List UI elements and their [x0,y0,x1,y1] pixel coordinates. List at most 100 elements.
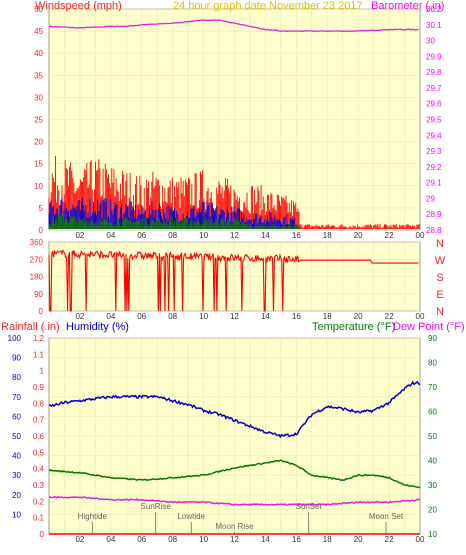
x-tick-label: 04 [106,535,115,544]
barometer-tick-label: 30.1 [426,21,442,30]
humidity-tick-label: 50 [12,432,21,441]
x-tick-label: 16 [292,535,301,544]
windspeed-tick-label: 35 [34,71,43,80]
direction-tick-label: 90 [34,290,43,299]
barometer-tick-label: 30 [426,37,435,46]
x-tick-label: 20 [354,535,363,544]
x-tick-label: 02 [75,312,84,321]
humidity-tick-label: 40 [12,452,21,461]
rain-tick-label: 1.1 [33,350,45,359]
x-tick-label: 00 [416,312,425,321]
x-tick-label: 12 [230,312,239,321]
humidity-tick-label: 20 [12,491,21,500]
temperature-tick-label: 90 [428,334,437,343]
windspeed-tick-label: 50 [34,5,43,14]
rain-tick-label: 1.2 [33,334,45,343]
x-tick-label: 10 [199,231,208,240]
windspeed-tick-label: 30 [34,93,43,102]
compass-label: N [436,306,444,318]
x-tick-label: 16 [292,312,301,321]
barometer-tick-label: 29.7 [426,84,442,93]
humidity-line [48,380,421,439]
temperature-tick-label: 40 [428,457,437,466]
annotation-label: SunSet [296,502,323,511]
rain-ylabel: Rainfall (.in) [1,321,60,333]
temperature-tick-label: 70 [428,383,437,392]
barometer-tick-label: 28.8 [426,226,442,235]
windspeed-tick-label: 5 [39,204,44,213]
barometer-tick-label: 28.9 [426,210,442,219]
windspeed-tick-label: 40 [34,49,43,58]
barometer-tick-label: 29.6 [426,100,442,109]
humidity-tick-label: 70 [12,393,21,402]
humidity-tick-label: 100 [8,334,22,343]
humidity-tick-label: 80 [12,373,21,382]
direction-tick-label: 360 [30,238,44,247]
x-tick-label: 10 [199,312,208,321]
windspeed-tick-label: 45 [34,27,43,36]
windspeed-tick-label: 15 [34,160,43,169]
x-tick-label: 06 [137,535,146,544]
barometer-tick-label: 29.1 [426,179,442,188]
x-tick-label: 08 [168,231,177,240]
temperature-tick-label: 80 [428,359,437,368]
rain-tick-label: 0.5 [33,448,45,457]
temperature-ylabel: Temperature (°F) [312,321,395,333]
windspeed-tick-label: 20 [34,138,43,147]
barometer-tick-label: 29.9 [426,52,442,61]
windspeed-tick-label: 25 [34,116,43,125]
annotation-label: Moon Set [369,512,404,521]
rain-tick-label: 1 [40,367,45,376]
x-tick-label: 18 [323,535,332,544]
x-tick-label: 20 [354,312,363,321]
barometer-tick-label: 30.2 [426,5,442,14]
annotation-label: Moon Rise [215,522,254,531]
humidity-tick-label: 90 [12,354,21,363]
x-tick-label: 14 [261,312,270,321]
annotation-label: Lowtide [177,512,205,521]
x-tick-label: 18 [323,231,332,240]
temperature-tick-label: 60 [428,408,437,417]
x-tick-label: 00 [416,231,425,240]
barometer-tick-label: 29.2 [426,163,442,172]
direction-tick-label: 0 [39,307,44,316]
x-tick-label: 08 [168,312,177,321]
barometer-tick-label: 29.8 [426,68,442,77]
windspeed-tick-label: 10 [34,182,43,191]
barometer-tick-label: 29.5 [426,116,442,125]
barometer-tick-label: 29.3 [426,147,442,156]
x-tick-label: 14 [261,535,270,544]
barometer-line [48,19,419,33]
wind-direction-line [48,248,419,312]
x-tick-label: 20 [354,231,363,240]
x-tick-label: 04 [106,231,115,240]
x-tick-label: 06 [137,312,146,321]
x-tick-label: 10 [199,535,208,544]
rain-tick-label: 0.7 [33,416,45,425]
x-tick-label: 00 [416,535,425,544]
temperature-tick-label: 30 [428,481,437,490]
x-tick-label: 08 [168,535,177,544]
rain-tick-label: 0.1 [33,514,45,523]
rain-tick-label: 0.9 [33,383,45,392]
grid-lines [49,8,420,534]
rain-tick-label: 0 [40,530,45,539]
x-tick-label: 22 [385,312,394,321]
humidity-tick-label: 10 [12,510,21,519]
compass-label: E [436,289,443,301]
x-tick-label: 02 [75,231,84,240]
x-tick-label: 04 [106,312,115,321]
x-tick-label: 22 [385,231,394,240]
windspeed-tick-label: 0 [39,226,44,235]
compass-label: N [436,238,444,250]
rain-tick-label: 0.6 [33,432,45,441]
x-tick-label: 18 [323,312,332,321]
temperature-tick-label: 50 [428,432,437,441]
rain-tick-label: 0.8 [33,399,45,408]
rain-tick-label: 0.4 [33,465,45,474]
wind-ylabel-right: Barometer (.in) [371,0,444,12]
rain-tick-label: 0.2 [33,497,45,506]
temperature-tick-label: 20 [428,506,437,515]
